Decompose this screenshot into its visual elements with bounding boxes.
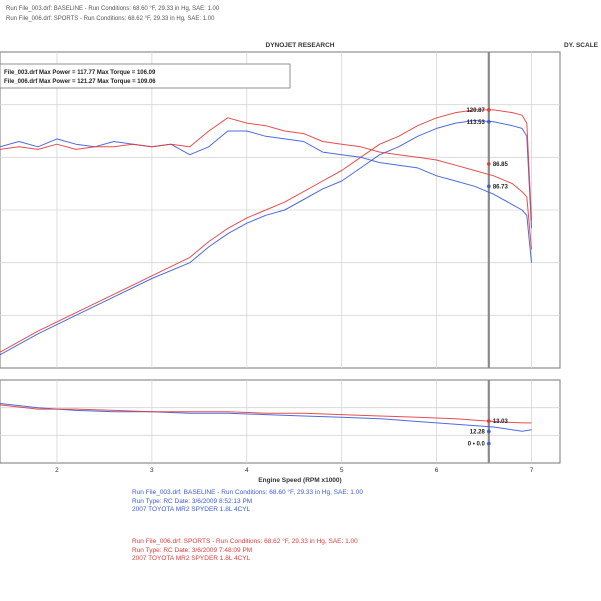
afr-x-tick-label-1: 3 [150,467,154,474]
afr-series-line-1 [0,404,532,424]
legend-blue-line-2: Run Type: RC Date: 3/6/2009 8:52:13 PM [132,497,253,505]
main-plot: 120.87 113.53 86.85 86.73 File_003.drf Max P… [0,51,561,369]
legend-red: Run File_006.drf: SPORTS - Run Condition… [132,538,358,564]
afr-x-tick-label-2: 4 [245,467,249,474]
main-marker-label-1: 113.53 [467,120,486,126]
max-values-line-1: File_006.drf Max Power = 121.27 Max Torq… [4,79,156,85]
main-marker-0 [487,108,491,112]
max-values-line-0: File_003.drf Max Power = 117.77 Max Torq… [4,70,156,76]
afr-marker-label-2: 0 • 0.0 [468,442,486,448]
afr-plot: 13.03 12.28 0 • 0.0 2 3 4 5 6 7 [0,379,561,474]
x-axis-label: Engine Speed (RPM x1000) [258,477,341,484]
chart-title: DYNOJET RESEARCH [266,42,335,49]
afr-x-tick-label-5: 7 [530,467,534,474]
max-values-box [0,63,291,89]
main-marker-label-2: 86.85 [493,162,509,168]
afr-marker-2 [487,441,491,446]
afr-x-tick-label-4: 6 [435,467,439,474]
legend-blue-line-3: 2007 TOYOTA MR2 SPYDER 1.8L 4CYL [132,506,251,513]
legend-red-line-2: Run Type: RC Date: 3/6/2009 7:48:09 PM [132,546,253,554]
afr-marker-label-0: 13.03 [493,419,509,425]
afr-marker-1 [487,429,491,434]
legend-red-line-1: Run File_006.drf: SPORTS - Run Condition… [132,538,358,545]
afr-series-line-0 [0,403,532,432]
afr-x-tick-label-3: 5 [340,467,344,474]
main-marker-2 [487,162,491,166]
main-marker-1 [487,119,491,124]
header-line-1: Run File_003.drf: BASELINE - Run Conditi… [6,6,220,12]
main-series-line-3 [0,117,532,250]
main-marker-label-3: 86.73 [493,184,509,190]
legend-blue: Run File_003.drf: BASELINE - Run Conditi… [132,489,363,515]
afr-marker-label-1: 12.28 [470,429,486,435]
afr-x-tick-label-0: 2 [55,467,59,474]
legend-red-line-3: 2007 TOYOTA MR2 SPYDER 1.8L 4CYL [132,555,251,562]
afr-frame [0,379,561,464]
main-marker-label-0: 120.87 [466,108,485,114]
legend-blue-line-1: Run File_003.drf: BASELINE - Run Conditi… [132,489,363,496]
main-marker-3 [487,184,491,189]
afr-marker-0 [487,419,491,423]
corner-label: DY. SCALE [564,42,599,49]
header-line-2: Run File_006.drf: SPORTS - Run Condition… [6,16,215,22]
